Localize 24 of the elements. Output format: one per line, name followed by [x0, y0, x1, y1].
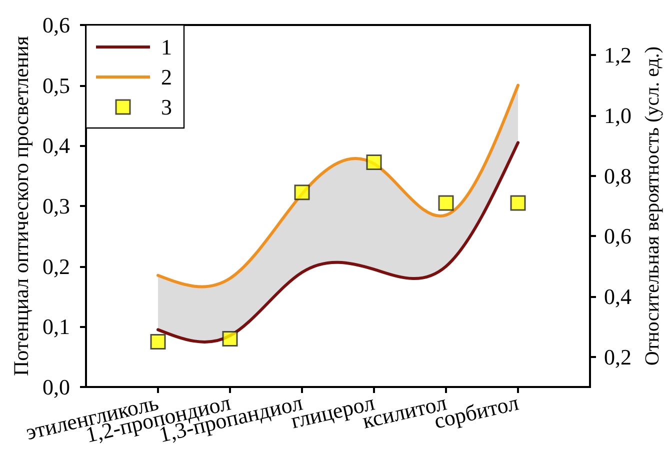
point	[150, 334, 166, 350]
legend-label: 2	[161, 64, 172, 90]
legend-label: 3	[161, 94, 172, 120]
y-tick-label: 0,0	[42, 374, 70, 400]
y-tick-label: 0,1	[42, 314, 70, 340]
y2-tick-label: 0,4	[604, 284, 632, 309]
y2-tick-label: 1,2	[604, 42, 632, 68]
y2-axis-title: Относительная вероятность (усл. ед.)	[641, 46, 664, 366]
point	[222, 330, 238, 346]
y2-tick-label: 0,2	[604, 344, 632, 370]
y2-tick-label: 0,8	[604, 163, 632, 188]
y-tick-label: 0,2	[42, 254, 70, 279]
y2-tick-label: 0,6	[604, 224, 632, 249]
legend-label: 1	[161, 34, 172, 60]
y-tick-label: 0,4	[42, 133, 70, 158]
y-tick-label: 0,6	[42, 12, 70, 38]
y-tick-label: 0,3	[42, 194, 70, 218]
point	[438, 195, 454, 211]
point	[510, 195, 526, 211]
y-tick-label: 0,5	[42, 72, 70, 98]
point	[294, 184, 310, 200]
y-axis-title: Потенциал оптического просветления	[9, 36, 34, 376]
point	[366, 154, 382, 170]
y2-tick-label: 1,0	[604, 103, 632, 128]
